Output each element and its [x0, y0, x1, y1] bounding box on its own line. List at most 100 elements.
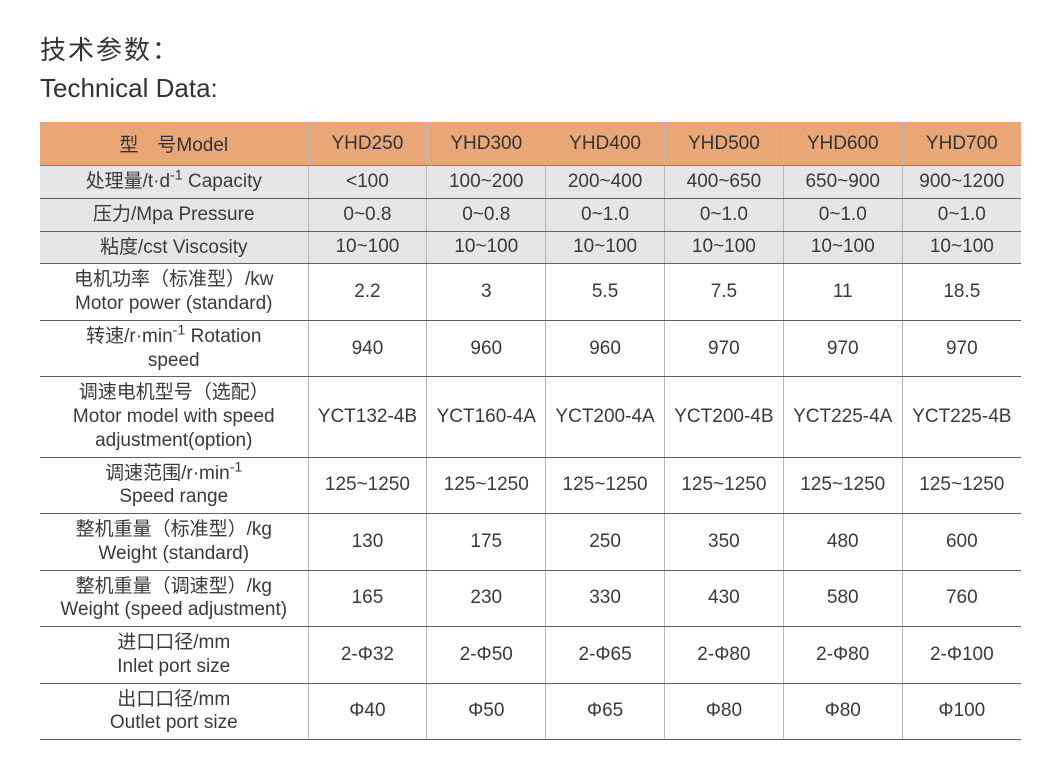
cell: 970	[783, 320, 902, 377]
row-label: 粘度/cst Viscosity	[40, 231, 308, 264]
title-cn: 技术参数：	[40, 30, 1021, 67]
table-row: 整机重量（调速型）/kgWeight (speed adjustment)165…	[40, 570, 1021, 627]
cell: 650~900	[783, 166, 902, 199]
cell: 2-Φ65	[546, 627, 665, 684]
table-row: 调速范围/r·min-1Speed range125~1250125~12501…	[40, 457, 1021, 514]
cell: 10~100	[664, 231, 783, 264]
cell: 165	[308, 570, 427, 627]
cell: 125~1250	[308, 457, 427, 514]
model-header: YHD300	[427, 122, 546, 166]
cell: YCT200-4A	[546, 377, 665, 457]
title-en: Technical Data:	[40, 73, 1021, 104]
cell: 10~100	[308, 231, 427, 264]
cell: YCT200-4B	[664, 377, 783, 457]
cell: 0~1.0	[664, 198, 783, 231]
table-body: 处理量/t·d-1 Capacity<100100~200200~400400~…	[40, 166, 1021, 740]
cell: 0~1.0	[546, 198, 665, 231]
spec-table: 型 号Model YHD250 YHD300 YHD400 YHD500 YHD…	[40, 122, 1021, 740]
cell: 10~100	[902, 231, 1021, 264]
cell: 10~100	[783, 231, 902, 264]
table-row: 调速电机型号（选配）Motor model with speedadjustme…	[40, 377, 1021, 457]
cell: 175	[427, 514, 546, 571]
cell: 900~1200	[902, 166, 1021, 199]
cell: 0~1.0	[902, 198, 1021, 231]
cell: 125~1250	[427, 457, 546, 514]
cell: 2.2	[308, 264, 427, 321]
cell: 130	[308, 514, 427, 571]
cell: 970	[902, 320, 1021, 377]
cell: 125~1250	[783, 457, 902, 514]
cell: 580	[783, 570, 902, 627]
cell: 10~100	[546, 231, 665, 264]
cell: 0~0.8	[308, 198, 427, 231]
model-header: YHD500	[664, 122, 783, 166]
cell: 940	[308, 320, 427, 377]
cell: 125~1250	[546, 457, 665, 514]
row-label: 调速范围/r·min-1Speed range	[40, 457, 308, 514]
cell: 330	[546, 570, 665, 627]
cell: Φ80	[664, 683, 783, 740]
cell: 600	[902, 514, 1021, 571]
cell: 760	[902, 570, 1021, 627]
model-header: YHD400	[546, 122, 665, 166]
cell: 970	[664, 320, 783, 377]
table-row: 转速/r·min-1 Rotationspeed9409609609709709…	[40, 320, 1021, 377]
cell: 18.5	[902, 264, 1021, 321]
cell: 350	[664, 514, 783, 571]
cell: Φ40	[308, 683, 427, 740]
cell: 11	[783, 264, 902, 321]
table-row: 整机重量（标准型）/kgWeight (standard)13017525035…	[40, 514, 1021, 571]
cell: 125~1250	[902, 457, 1021, 514]
cell: 200~400	[546, 166, 665, 199]
row-label: 压力/Mpa Pressure	[40, 198, 308, 231]
cell: 480	[783, 514, 902, 571]
cell: <100	[308, 166, 427, 199]
table-row: 进口口径/mmInlet port size2-Φ322-Φ502-Φ652-Φ…	[40, 627, 1021, 684]
cell: 0~0.8	[427, 198, 546, 231]
row-label: 转速/r·min-1 Rotationspeed	[40, 320, 308, 377]
table-row: 压力/Mpa Pressure0~0.80~0.80~1.00~1.00~1.0…	[40, 198, 1021, 231]
row-label: 电机功率（标准型）/kwMotor power (standard)	[40, 264, 308, 321]
cell: 250	[546, 514, 665, 571]
cell: Φ100	[902, 683, 1021, 740]
cell: 7.5	[664, 264, 783, 321]
cell: Φ50	[427, 683, 546, 740]
table-row: 电机功率（标准型）/kwMotor power (standard)2.235.…	[40, 264, 1021, 321]
cell: YCT160-4A	[427, 377, 546, 457]
cell: YCT225-4B	[902, 377, 1021, 457]
cell: Φ80	[783, 683, 902, 740]
cell: 400~650	[664, 166, 783, 199]
table-row: 处理量/t·d-1 Capacity<100100~200200~400400~…	[40, 166, 1021, 199]
row-label: 处理量/t·d-1 Capacity	[40, 166, 308, 199]
cell: 5.5	[546, 264, 665, 321]
cell: 2-Φ80	[664, 627, 783, 684]
cell: 2-Φ50	[427, 627, 546, 684]
row-label: 调速电机型号（选配）Motor model with speedadjustme…	[40, 377, 308, 457]
cell: 10~100	[427, 231, 546, 264]
cell: YCT132-4B	[308, 377, 427, 457]
cell: 960	[427, 320, 546, 377]
row-label: 整机重量（标准型）/kgWeight (standard)	[40, 514, 308, 571]
table-row: 出口口径/mmOutlet port sizeΦ40Φ50Φ65Φ80Φ80Φ1…	[40, 683, 1021, 740]
cell: 2-Φ100	[902, 627, 1021, 684]
cell: 2-Φ80	[783, 627, 902, 684]
cell: 960	[546, 320, 665, 377]
table-row: 粘度/cst Viscosity10~10010~10010~10010~100…	[40, 231, 1021, 264]
cell: 230	[427, 570, 546, 627]
header-label: 型 号Model	[40, 122, 308, 166]
cell: 0~1.0	[783, 198, 902, 231]
model-header: YHD600	[783, 122, 902, 166]
cell: 430	[664, 570, 783, 627]
cell: 2-Φ32	[308, 627, 427, 684]
row-label: 出口口径/mmOutlet port size	[40, 683, 308, 740]
table-header-row: 型 号Model YHD250 YHD300 YHD400 YHD500 YHD…	[40, 122, 1021, 166]
cell: 125~1250	[664, 457, 783, 514]
cell: 100~200	[427, 166, 546, 199]
model-header: YHD250	[308, 122, 427, 166]
model-header: YHD700	[902, 122, 1021, 166]
cell: 3	[427, 264, 546, 321]
cell: YCT225-4A	[783, 377, 902, 457]
row-label: 进口口径/mmInlet port size	[40, 627, 308, 684]
cell: Φ65	[546, 683, 665, 740]
row-label: 整机重量（调速型）/kgWeight (speed adjustment)	[40, 570, 308, 627]
